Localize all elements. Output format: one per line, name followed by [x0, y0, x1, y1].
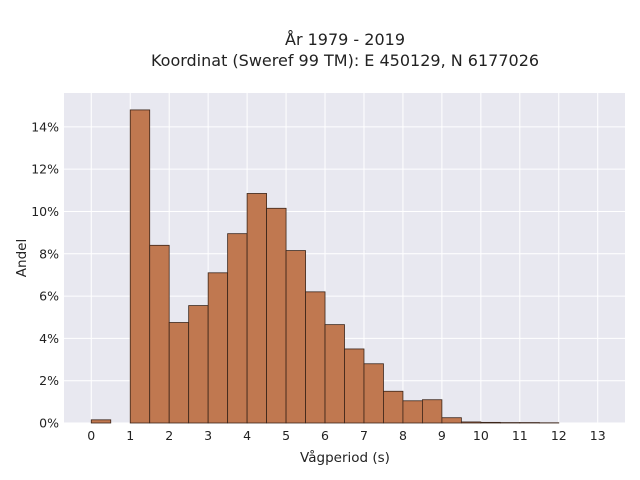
histogram-bar — [324, 324, 345, 424]
y-axis-ticks: 0% 2% 4% 6% 8% 10% 12% 14% — [31, 119, 59, 430]
x-tick-label: 5 — [282, 428, 290, 443]
histogram-bar — [168, 322, 190, 424]
y-axis-label: Andel — [14, 239, 30, 277]
histogram-bar — [441, 417, 462, 424]
x-axis-ticks: 0 1 2 3 4 5 6 7 8 9 10 11 12 13 — [87, 428, 605, 443]
chart-title-line-2: Koordinat (Sweref 99 TM): E 450129, N 61… — [151, 51, 539, 70]
x-tick-label: 6 — [321, 428, 329, 443]
histogram-bar — [285, 250, 306, 424]
histogram-bar — [363, 363, 384, 424]
histogram-bar — [227, 233, 248, 424]
histogram-bar — [460, 421, 482, 424]
x-tick-label: 11 — [512, 428, 528, 443]
y-tick-label: 4% — [39, 331, 59, 346]
x-tick-label: 12 — [551, 428, 567, 443]
histogram-bar — [422, 399, 443, 424]
x-tick-label: 0 — [87, 428, 95, 443]
x-tick-label: 13 — [590, 428, 606, 443]
y-tick-label: 2% — [39, 373, 59, 388]
histogram-bar — [480, 421, 501, 424]
histogram-bar — [90, 419, 112, 424]
histogram-bar — [402, 400, 423, 424]
histogram-bar — [188, 305, 209, 424]
chart-title-line-1: År 1979 - 2019 — [285, 30, 405, 49]
x-tick-label: 10 — [473, 428, 489, 443]
histogram-bar — [129, 109, 151, 424]
x-tick-label: 2 — [165, 428, 173, 443]
chart-title: År 1979 - 2019 Koordinat (Sweref 99 TM):… — [151, 30, 539, 70]
x-tick-label: 4 — [243, 428, 251, 443]
y-tick-label: 14% — [31, 119, 59, 134]
histogram-bar — [383, 390, 404, 424]
y-tick-label: 8% — [39, 246, 59, 261]
y-tick-label: 6% — [39, 289, 59, 304]
x-axis-label: Vågperiod (s) — [300, 449, 390, 466]
x-tick-label: 8 — [399, 428, 407, 443]
histogram-bar — [305, 291, 326, 424]
x-tick-label: 1 — [126, 428, 134, 443]
histogram-bar — [344, 348, 365, 424]
histogram-bar — [266, 207, 287, 424]
x-tick-label: 3 — [204, 428, 212, 443]
x-tick-label: 9 — [438, 428, 446, 443]
y-tick-label: 10% — [31, 204, 59, 219]
x-tick-label: 7 — [360, 428, 368, 443]
y-tick-label: 0% — [39, 416, 59, 431]
histogram-bars — [90, 109, 560, 424]
y-tick-label: 12% — [31, 162, 59, 177]
histogram-bar — [207, 272, 229, 424]
histogram-bar — [246, 193, 267, 424]
histogram-bar — [149, 244, 170, 424]
